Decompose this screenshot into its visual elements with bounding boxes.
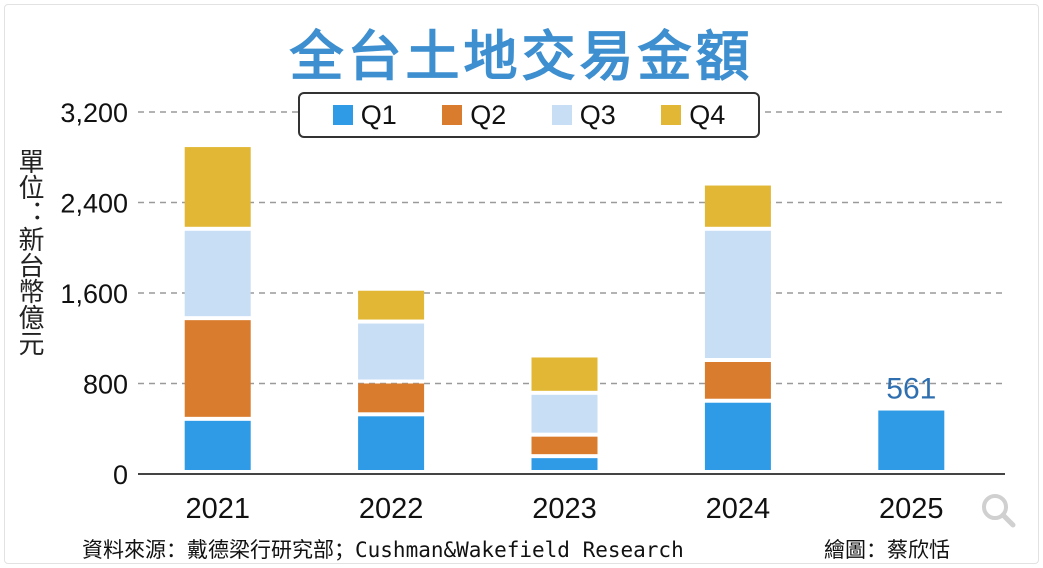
footer: 資料來源：戴德梁行研究部；Cushman&Wakefield Research … <box>82 534 982 564</box>
legend-item-q4: Q4 <box>661 100 725 131</box>
legend-label-q4: Q4 <box>689 99 726 130</box>
legend-swatch-q3 <box>551 105 572 125</box>
legend-item-q2: Q2 <box>442 100 506 131</box>
bar-q1-2023 <box>531 458 598 470</box>
source-credit: 資料來源：戴德梁行研究部；Cushman&Wakefield Research <box>82 538 684 562</box>
data-label: 561 <box>886 373 936 406</box>
y-axis-unit-label: 單位：新台幣億元 <box>14 148 44 356</box>
bar-q4-2024 <box>704 185 771 227</box>
legend-swatch-q4 <box>661 105 682 125</box>
zoom-icon[interactable] <box>978 490 1018 530</box>
bar-q4-2022 <box>358 290 425 320</box>
x-tick-label: 2025 <box>879 493 944 525</box>
legend-swatch-q2 <box>442 105 463 125</box>
x-tick-label: 2023 <box>532 493 597 525</box>
bar-q3-2023 <box>531 394 598 433</box>
bar-q1-2024 <box>704 402 771 470</box>
x-tick-label: 2024 <box>706 493 771 525</box>
bar-q2-2021 <box>184 320 251 417</box>
y-tick-label: 1,600 <box>60 279 128 309</box>
bar-q3-2021 <box>184 230 251 317</box>
legend-label-q3: Q3 <box>579 99 616 130</box>
y-tick-label: 800 <box>83 370 128 400</box>
y-tick-label: 3,200 <box>60 98 128 128</box>
bar-q1-2025 <box>878 410 945 470</box>
legend-swatch-q1 <box>332 105 353 125</box>
y-tick-label: 0 <box>113 460 128 490</box>
bar-q3-2022 <box>358 323 425 380</box>
x-tick-label: 2022 <box>359 493 424 525</box>
chart-title: 全台土地交易金額 <box>289 25 754 88</box>
bar-q2-2022 <box>358 383 425 413</box>
bar-q1-2021 <box>184 420 251 470</box>
legend: Q1 Q2 Q3 Q4 <box>298 92 760 138</box>
legend-label-q2: Q2 <box>470 99 507 130</box>
graphic-credit: 繪圖：蔡欣恬 <box>824 538 950 562</box>
legend-item-q1: Q1 <box>332 99 397 131</box>
chart-frame <box>4 4 1039 564</box>
x-tick-label: 2021 <box>185 493 250 525</box>
bar-q2-2023 <box>531 436 598 455</box>
bar-q1-2022 <box>358 416 425 470</box>
bar-q4-2021 <box>184 147 251 227</box>
legend-label-q1: Q1 <box>360 99 397 130</box>
legend-item-q3: Q3 <box>551 99 616 131</box>
y-tick-label: 2,400 <box>60 189 128 219</box>
bar-q2-2024 <box>704 362 771 399</box>
bar-q4-2023 <box>531 357 598 391</box>
bar-q3-2024 <box>704 230 771 359</box>
